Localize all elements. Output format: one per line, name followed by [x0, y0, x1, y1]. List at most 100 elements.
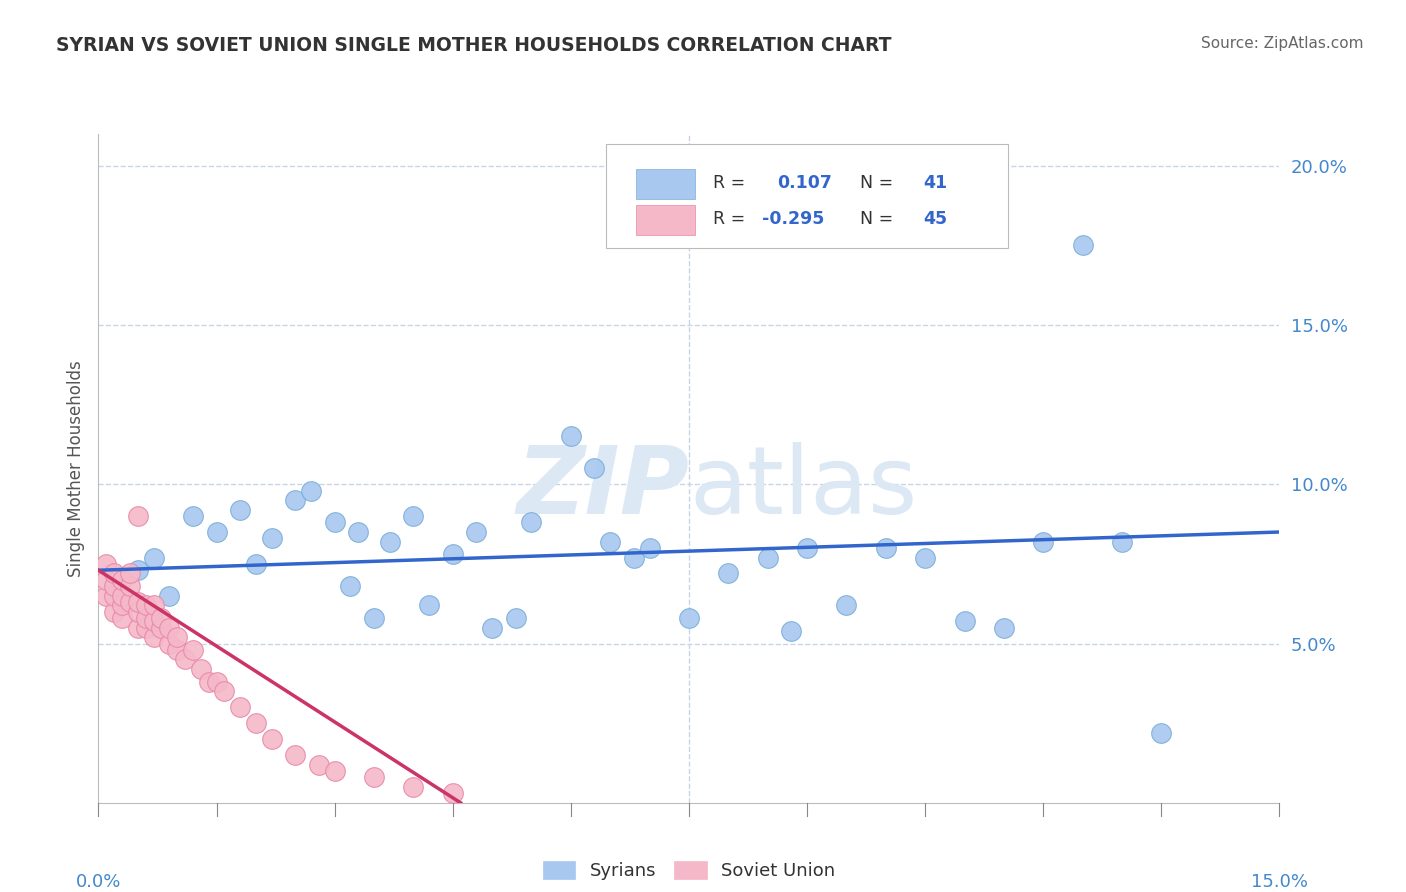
Point	[96, 589, 118, 603]
Point	[181, 509, 204, 524]
Point	[118, 595, 141, 609]
Y-axis label: Single Mother Households: Single Mother Households	[66, 360, 84, 576]
Point	[157, 621, 180, 635]
FancyBboxPatch shape	[606, 144, 1008, 248]
Text: N =: N =	[860, 174, 893, 192]
Point	[875, 541, 897, 555]
Point	[363, 770, 385, 784]
Point	[1111, 534, 1133, 549]
Point	[835, 599, 858, 613]
Point	[127, 605, 149, 619]
Point	[205, 674, 228, 689]
Point	[127, 595, 149, 609]
Point	[135, 599, 157, 613]
Point	[505, 611, 527, 625]
Point	[135, 621, 157, 635]
Point	[363, 611, 385, 625]
Point	[756, 550, 779, 565]
Point	[520, 516, 543, 530]
Point	[103, 589, 125, 603]
Text: 0.107: 0.107	[778, 174, 832, 192]
Text: ZIP: ZIP	[516, 442, 689, 534]
Point	[378, 534, 401, 549]
Point	[166, 630, 188, 644]
Text: Source: ZipAtlas.com: Source: ZipAtlas.com	[1201, 36, 1364, 51]
Point	[229, 700, 252, 714]
Point	[441, 786, 464, 800]
Point	[284, 747, 307, 762]
Text: atlas: atlas	[689, 442, 917, 534]
Point	[780, 624, 803, 638]
Point	[953, 614, 976, 628]
Point	[96, 557, 118, 571]
Point	[157, 589, 180, 603]
Point	[142, 599, 165, 613]
Point	[441, 547, 464, 561]
Point	[103, 579, 125, 593]
FancyBboxPatch shape	[636, 205, 695, 235]
Point	[127, 509, 149, 524]
Point	[197, 674, 219, 689]
Point	[402, 780, 425, 794]
Point	[245, 557, 267, 571]
Point	[190, 662, 212, 676]
Point	[260, 532, 283, 546]
Point	[150, 611, 173, 625]
Point	[323, 516, 346, 530]
Text: R =: R =	[713, 174, 745, 192]
Point	[157, 636, 180, 650]
Point	[1150, 725, 1173, 739]
Text: 41: 41	[922, 174, 946, 192]
Point	[323, 764, 346, 778]
Point	[260, 732, 283, 747]
Point	[174, 652, 197, 666]
FancyBboxPatch shape	[636, 169, 695, 200]
Point	[205, 524, 228, 539]
Text: R =: R =	[713, 210, 745, 227]
Point	[111, 611, 134, 625]
Text: SYRIAN VS SOVIET UNION SINGLE MOTHER HOUSEHOLDS CORRELATION CHART: SYRIAN VS SOVIET UNION SINGLE MOTHER HOU…	[56, 36, 891, 54]
Point	[1071, 238, 1094, 252]
Point	[717, 566, 740, 581]
Point	[465, 524, 488, 539]
Legend: Syrians, Soviet Union: Syrians, Soviet Union	[536, 854, 842, 888]
Point	[127, 621, 149, 635]
Point	[1032, 534, 1054, 549]
Point	[142, 614, 165, 628]
Point	[347, 524, 370, 539]
Point	[560, 429, 582, 443]
Point	[402, 509, 425, 524]
Point	[111, 599, 134, 613]
Text: -0.295: -0.295	[762, 210, 824, 227]
Point	[229, 502, 252, 516]
Point	[118, 566, 141, 581]
Point	[599, 534, 621, 549]
Point	[135, 611, 157, 625]
Point	[127, 563, 149, 577]
Point	[214, 684, 236, 698]
Point	[308, 757, 330, 772]
Point	[181, 643, 204, 657]
Point	[111, 589, 134, 603]
Point	[481, 621, 503, 635]
Point	[583, 461, 606, 475]
Point	[623, 550, 645, 565]
Text: N =: N =	[860, 210, 893, 227]
Point	[638, 541, 661, 555]
Point	[993, 621, 1015, 635]
Point	[245, 716, 267, 731]
Point	[142, 630, 165, 644]
Point	[103, 566, 125, 581]
Point	[284, 493, 307, 508]
Point	[142, 550, 165, 565]
Point	[418, 599, 440, 613]
Point	[914, 550, 936, 565]
Point	[166, 643, 188, 657]
Point	[299, 483, 322, 498]
Point	[339, 579, 361, 593]
Point	[111, 573, 134, 587]
Text: 15.0%: 15.0%	[1251, 873, 1308, 891]
Point	[96, 573, 118, 587]
Point	[118, 579, 141, 593]
Text: 45: 45	[922, 210, 946, 227]
